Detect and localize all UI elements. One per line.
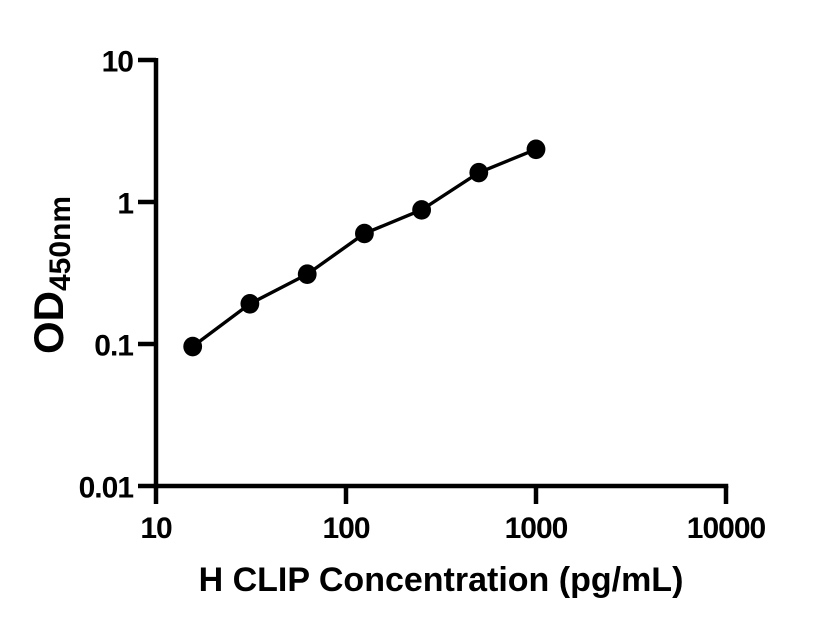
data-point-marker	[297, 264, 317, 285]
y-axis-title-main: OD	[25, 291, 72, 354]
y-axis-tick-label: 10	[102, 46, 134, 79]
y-axis-title: OD450nm	[25, 196, 77, 354]
y-axis-tick-label: 0.01	[79, 472, 134, 505]
x-axis-tick-label: 10	[140, 512, 172, 545]
data-point-marker	[355, 223, 374, 244]
data-point-marker	[183, 336, 203, 357]
y-axis-tick-label: 1	[117, 188, 133, 221]
x-axis-tick-label: 10000	[687, 512, 766, 545]
data-point-marker	[240, 293, 260, 314]
data-point-marker	[469, 162, 489, 183]
x-axis-tick-label: 1000	[505, 512, 568, 545]
plot-area: 10 100 1000 10000 10 1 0.1 0.01	[79, 46, 767, 546]
y-axis-title-subscript: 450nm	[44, 196, 77, 291]
x-axis-tick-label: 100	[322, 512, 369, 545]
data-point-marker	[526, 139, 546, 160]
data-point-marker	[412, 200, 432, 220]
x-axis-title: H CLIP Concentration (pg/mL)	[199, 561, 684, 599]
y-axis-tick-label: 0.1	[94, 330, 133, 363]
